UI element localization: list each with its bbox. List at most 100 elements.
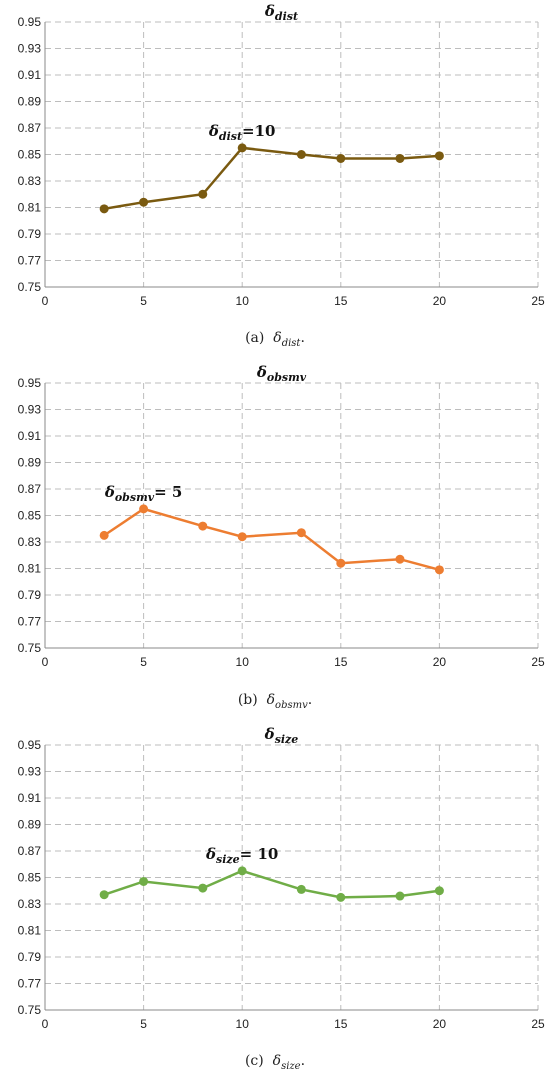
- y-tick-label: 0.75: [18, 641, 42, 655]
- caption-symbol: δ: [272, 1053, 282, 1069]
- data-point: [237, 532, 247, 542]
- caption-size: (c) δsize.: [0, 1053, 550, 1072]
- data-point: [139, 504, 149, 514]
- chart-panel-dist: 0.75 0.77 0.79 0.81 0.83 0.85 0.87 0.89 0.91 0.93…: [0, 0, 550, 359]
- chart-size: 0.75 0.77 0.79 0.81 0.83 0.85 0.87 0.89 0.91 0.93…: [18, 725, 545, 1031]
- x-tick-label: 25: [531, 1017, 545, 1031]
- title-subscript: dist: [275, 10, 298, 23]
- caption-obsmv: (b) δobsmv.: [0, 692, 550, 711]
- y-tick-label: 0.83: [18, 535, 42, 549]
- y-tick-label: 0.85: [18, 509, 42, 523]
- caption-label: (b): [237, 692, 258, 708]
- peak-annotation: δsize= 10: [205, 845, 278, 866]
- annotation-subscript: size: [216, 853, 240, 866]
- y-tick-label: 0.95: [18, 15, 42, 29]
- y-tick-label: 0.93: [18, 765, 42, 779]
- y-tick-label: 0.77: [18, 615, 42, 629]
- y-tick-label: 0.89: [18, 95, 42, 109]
- caption-label: (c): [244, 1053, 264, 1069]
- x-tick-label: 15: [334, 294, 348, 308]
- y-tick-label: 0.83: [18, 174, 42, 188]
- y-tick-label: 0.79: [18, 950, 42, 964]
- caption-subscript: dist: [281, 337, 301, 349]
- data-point: [296, 150, 306, 159]
- y-tick-label: 0.77: [18, 977, 42, 991]
- data-point: [434, 565, 444, 575]
- x-tick-label: 10: [236, 1017, 250, 1031]
- x-tick-label: 10: [236, 294, 250, 308]
- data-point: [99, 204, 109, 214]
- chart-obsmv: 0.75 0.77 0.79 0.81 0.83 0.85 0.87 0.89 0.91 0.93…: [18, 363, 545, 669]
- caption-symbol: δ: [266, 692, 276, 708]
- y-tick-label: 0.87: [18, 121, 42, 135]
- annotation-value: = 10: [240, 845, 279, 863]
- y-tick-label: 0.93: [18, 403, 42, 417]
- data-point: [395, 891, 405, 901]
- annotation-value: =10: [242, 122, 275, 140]
- data-point: [237, 866, 247, 876]
- chart-title: δdist: [264, 2, 298, 23]
- x-tick-label: 5: [140, 294, 147, 308]
- peak-annotation: δdist=10: [208, 122, 276, 143]
- y-tick-label: 0.75: [18, 1003, 42, 1017]
- x-tick-label: 15: [334, 1017, 348, 1031]
- x-tick-label: 15: [334, 655, 348, 669]
- chart-panel-size: 0.75 0.77 0.79 0.81 0.83 0.85 0.87 0.89 0.91 0.93…: [0, 723, 550, 1082]
- data-point: [395, 554, 405, 564]
- data-point: [296, 884, 306, 894]
- chart-title: δobsmv: [256, 363, 307, 384]
- caption-label: (a): [245, 330, 265, 346]
- x-tick-label: 20: [433, 655, 447, 669]
- y-tick-label: 0.93: [18, 42, 42, 56]
- y-tick-label: 0.91: [18, 68, 42, 82]
- data-point: [336, 153, 346, 163]
- y-tick-label: 0.87: [18, 844, 42, 858]
- caption-subscript: obsmv: [275, 699, 308, 711]
- chart-dist: 0.75 0.77 0.79 0.81 0.83 0.85 0.87 0.89 0.91 0.93…: [18, 2, 545, 308]
- y-tick-label: 0.79: [18, 227, 42, 241]
- data-point: [99, 530, 109, 540]
- x-tick-label: 0: [42, 294, 49, 308]
- caption-end: .: [307, 692, 313, 708]
- chart-title: δsize: [264, 725, 299, 746]
- annotation-symbol: δ: [208, 122, 219, 140]
- data-point: [198, 521, 208, 531]
- y-tick-label: 0.85: [18, 871, 42, 885]
- title-symbol: δ: [264, 2, 275, 20]
- data-point: [237, 143, 247, 153]
- title-symbol: δ: [256, 363, 267, 381]
- y-tick-label: 0.81: [18, 924, 42, 938]
- y-tick-label: 0.95: [18, 376, 42, 390]
- y-tick-label: 0.87: [18, 482, 42, 496]
- annotation-subscript: dist: [219, 130, 242, 143]
- title-subscript: obsmv: [267, 371, 307, 384]
- y-tick-label: 0.75: [18, 280, 42, 294]
- annotation-value: = 5: [154, 483, 182, 501]
- annotation-subscript: obsmv: [115, 491, 155, 504]
- title-subscript: size: [275, 733, 299, 746]
- y-tick-label: 0.79: [18, 588, 42, 602]
- series-line: [103, 507, 440, 572]
- y-tick-label: 0.95: [18, 738, 42, 752]
- annotation-symbol: δ: [205, 845, 216, 863]
- y-tick-label: 0.91: [18, 429, 42, 443]
- x-tick-label: 5: [140, 1017, 147, 1031]
- x-tick-label: 5: [140, 655, 147, 669]
- title-symbol: δ: [264, 725, 275, 743]
- series-line: [103, 146, 440, 211]
- data-point: [296, 528, 306, 538]
- y-tick-label: 0.83: [18, 897, 42, 911]
- x-tick-label: 0: [42, 655, 49, 669]
- x-tick-label: 0: [42, 1017, 49, 1031]
- data-point: [434, 151, 444, 161]
- data-point: [139, 876, 149, 886]
- x-tick-label: 25: [531, 294, 545, 308]
- y-tick-label: 0.91: [18, 791, 42, 805]
- peak-annotation: δobsmv= 5: [104, 483, 183, 504]
- data-point: [336, 558, 346, 568]
- caption-end: .: [300, 1053, 306, 1069]
- x-tick-label: 20: [433, 1017, 447, 1031]
- y-tick-label: 0.89: [18, 818, 42, 832]
- y-tick-label: 0.81: [18, 201, 42, 215]
- data-point: [198, 189, 208, 199]
